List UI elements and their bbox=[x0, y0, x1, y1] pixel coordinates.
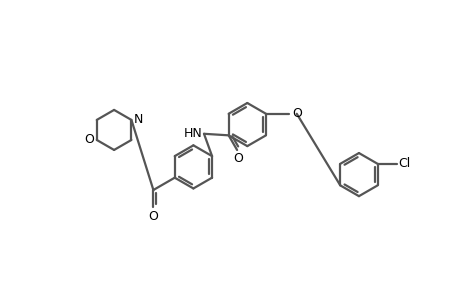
Text: Cl: Cl bbox=[397, 157, 410, 170]
Text: O: O bbox=[232, 152, 242, 165]
Text: O: O bbox=[291, 107, 302, 120]
Text: HN: HN bbox=[183, 127, 202, 140]
Text: O: O bbox=[84, 134, 94, 146]
Text: N: N bbox=[134, 113, 143, 126]
Text: O: O bbox=[148, 210, 158, 223]
